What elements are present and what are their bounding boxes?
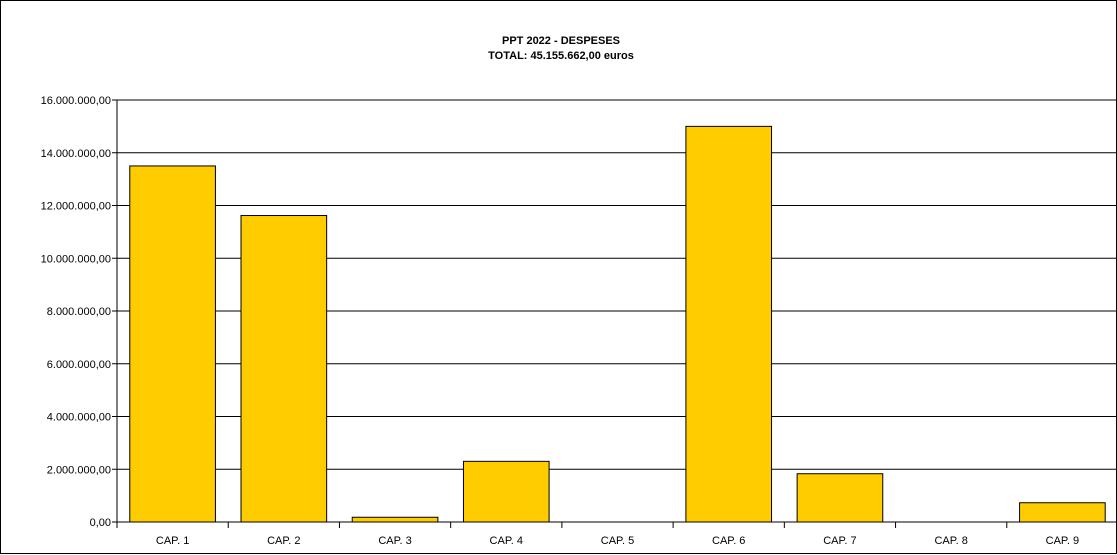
axes — [116, 100, 1117, 528]
x-tick-label: CAP. 7 — [823, 535, 856, 547]
y-tick-label: 4.000.000,00 — [47, 412, 111, 424]
x-tick-label: CAP. 8 — [934, 535, 967, 547]
x-tick-label: CAP. 2 — [267, 535, 300, 547]
x-tick-label: CAP. 4 — [490, 535, 523, 547]
x-tick-label: CAP. 9 — [1046, 535, 1079, 547]
bar — [462, 460, 550, 523]
y-tick-label: 0,00 — [90, 517, 111, 529]
bar — [129, 165, 216, 523]
y-tick-label: 14.000.000,00 — [41, 148, 111, 160]
y-tick-label: 12.000.000,00 — [41, 201, 111, 213]
x-tick-label: CAP. 6 — [712, 535, 745, 547]
bar — [796, 473, 884, 523]
bar — [351, 516, 439, 523]
chart-title: PPT 2022 - DESPESES — [502, 35, 620, 47]
x-tick-labels: CAP. 1 CAP. 2 CAP. 3 CAP. 4 CAP. 5 CAP. 6 CAP.… — [156, 535, 1079, 547]
y-tick-label: 8.000.000,00 — [47, 306, 111, 318]
x-tick-label: CAP. 3 — [378, 535, 411, 547]
x-tick-label: CAP. 5 — [601, 535, 634, 547]
y-tick-labels: 0,00 2.000.000,00 4.000.000,00 6.000.000,00… — [41, 95, 111, 529]
bars — [129, 125, 1106, 523]
y-tick-label: 6.000.000,00 — [47, 359, 111, 371]
chart-subtitle: TOTAL: 45.155.662,00 euros — [488, 50, 634, 62]
y-tick-label: 16.000.000,00 — [41, 95, 111, 107]
bar — [1019, 502, 1106, 523]
y-tick-label: 10.000.000,00 — [41, 253, 111, 265]
y-tick-label: 2.000.000,00 — [47, 464, 111, 476]
bar — [685, 125, 773, 523]
bar — [240, 215, 328, 523]
x-tick-label: CAP. 1 — [156, 535, 189, 547]
